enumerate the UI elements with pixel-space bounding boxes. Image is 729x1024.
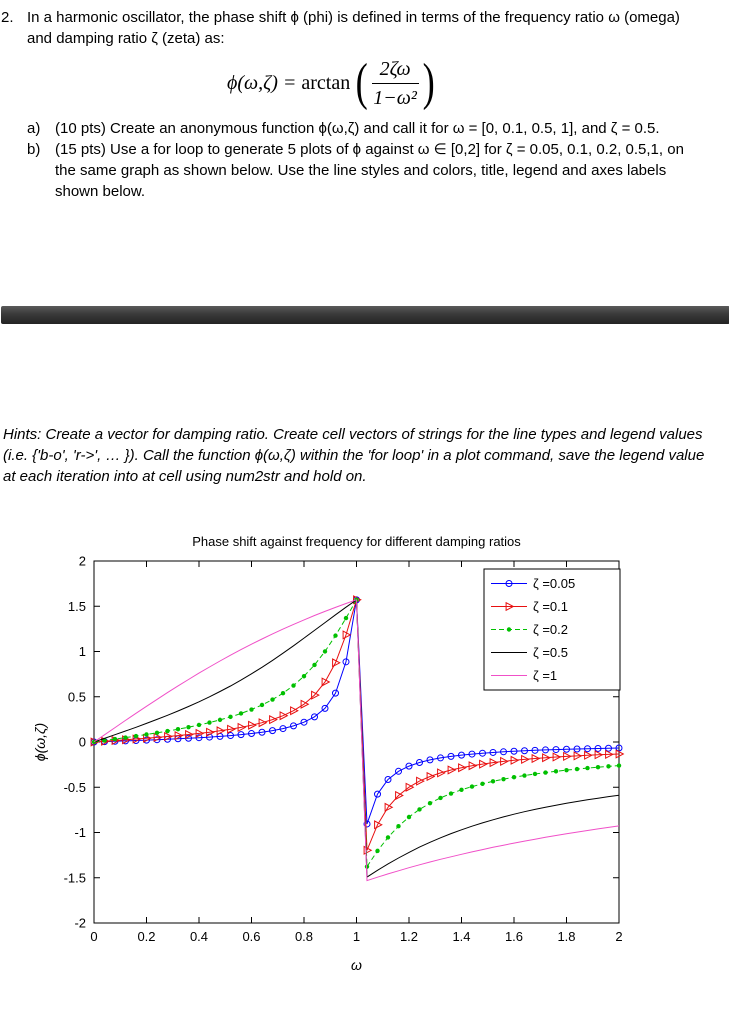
problem-statement: 2. In a harmonic oscillator, the phase s… <box>1 7 723 49</box>
x-tick-label: 1.8 <box>557 929 575 944</box>
problem-number: 2. <box>1 9 14 26</box>
legend-label: ζ =0.2 <box>533 622 568 637</box>
y-tick-label: 0.5 <box>68 689 86 704</box>
item-b-text: (15 pts) Use a for loop to generate 5 pl… <box>55 141 684 200</box>
legend-label: ζ =0.5 <box>533 645 568 660</box>
y-axis-label: ϕ(ω,ζ) <box>32 723 48 761</box>
x-tick-label: 1.2 <box>400 929 418 944</box>
formula-function: arctan <box>301 72 351 94</box>
figure-wrap: Phase shift against frequency for differ… <box>29 531 723 1009</box>
x-tick-label: 0.8 <box>295 929 313 944</box>
item-a: a) (10 pts) Create an anonymous function… <box>27 118 723 139</box>
x-axis-label: ω <box>351 957 362 973</box>
divider-bar <box>1 306 729 324</box>
open-paren: ( <box>355 54 368 112</box>
legend-label: ζ =0.1 <box>533 599 568 614</box>
phase-plot: Phase shift against frequency for differ… <box>32 534 625 973</box>
legend-box <box>483 568 621 691</box>
y-tick-label: -1 <box>74 825 86 840</box>
series-line-zeta-1 <box>93 599 620 882</box>
formula-fraction: 2ζω 1−ω² <box>371 57 419 110</box>
x-tick-label: 0 <box>90 929 97 944</box>
formula-numerator: 2ζω <box>371 57 419 84</box>
problem-intro: In a harmonic oscillator, the phase shif… <box>27 9 680 47</box>
y-tick-label: 0 <box>79 735 86 750</box>
item-b-label: b) <box>27 141 41 158</box>
formula-lhs-vars: ϕ(ω,ζ) = <box>227 72 297 94</box>
x-tick-label: 2 <box>615 929 622 944</box>
x-tick-label: 1 <box>353 929 360 944</box>
legend-label: ζ =0.05 <box>533 576 575 591</box>
item-b: b) (15 pts) Use a for loop to generate 5… <box>27 139 723 202</box>
y-tick-label: -0.5 <box>64 780 86 795</box>
hints-paragraph: Hints: Create a vector for damping ratio… <box>3 426 705 485</box>
x-tick-label: 1.6 <box>505 929 523 944</box>
formula-denominator: 1−ω² <box>373 87 417 109</box>
item-a-text: (10 pts) Create an anonymous function ϕ(… <box>55 120 660 137</box>
legend-label: ζ =1 <box>533 668 557 683</box>
x-tick-label: 0.4 <box>190 929 208 944</box>
chart-title: Phase shift against frequency for differ… <box>192 534 521 549</box>
series-markers-zeta-0.2 <box>91 597 622 869</box>
y-tick-label: -1.5 <box>64 870 86 885</box>
close-paren: ) <box>422 54 435 112</box>
y-tick-label: 2 <box>79 554 86 569</box>
x-tick-label: 1.4 <box>452 929 470 944</box>
x-tick-label: 0.2 <box>137 929 155 944</box>
x-tick-label: 0.6 <box>242 929 260 944</box>
problem-items: a) (10 pts) Create an anonymous function… <box>27 118 723 202</box>
y-tick-label: -2 <box>74 916 86 931</box>
y-tick-label: 1 <box>79 644 86 659</box>
y-tick-label: 1.5 <box>68 599 86 614</box>
formula: ϕ(ω,ζ) = arctan ( 2ζω 1−ω² ) <box>1 57 663 110</box>
formula-lhs: ϕ(ω,ζ) = arctan <box>227 73 350 94</box>
item-a-label: a) <box>27 120 41 137</box>
